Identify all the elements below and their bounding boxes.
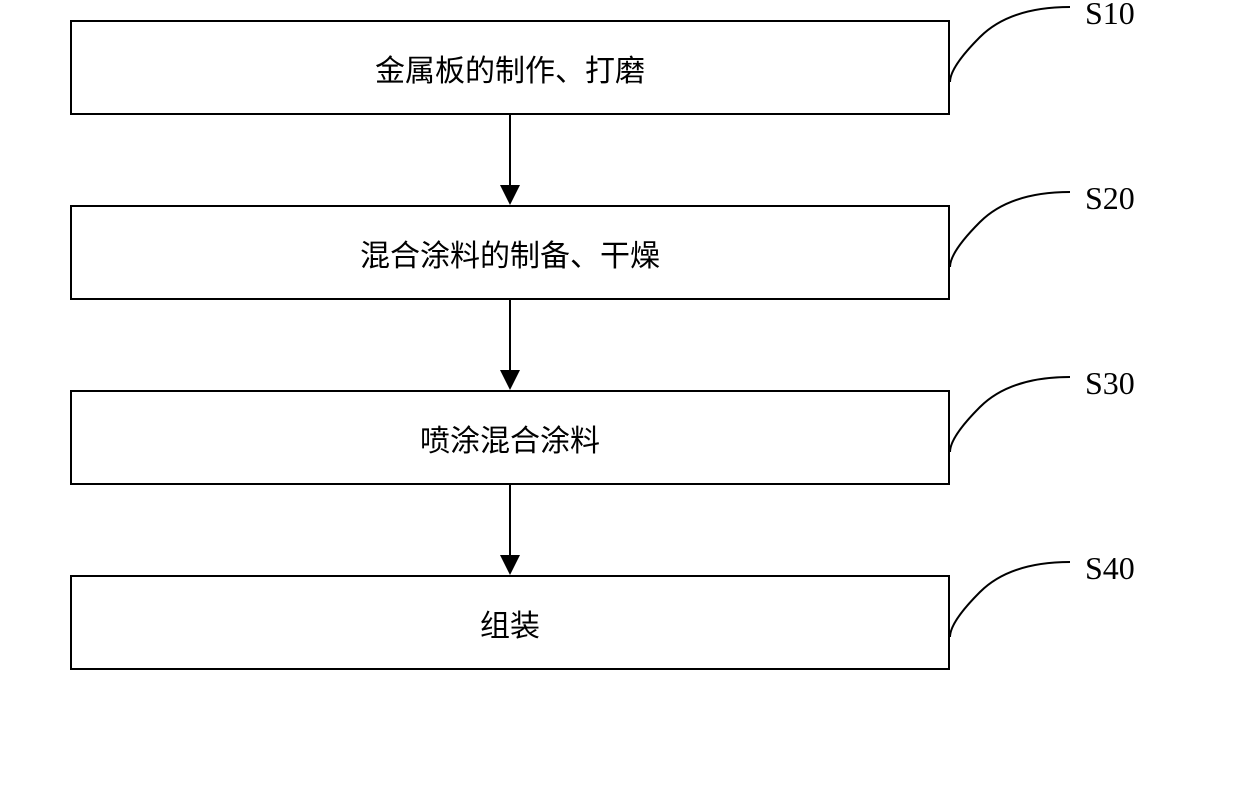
flow-box-1: 金属板的制作、打磨 <box>70 20 950 115</box>
flow-box-4-text: 组装 <box>480 601 540 645</box>
arrow-1 <box>490 115 530 205</box>
arrow-2 <box>490 300 530 390</box>
flow-box-1-text: 金属板的制作、打磨 <box>375 46 645 90</box>
flow-box-3-text: 喷涂混合涂料 <box>420 416 600 460</box>
flow-box-4: 组装 <box>70 575 950 670</box>
step-label-3: S30 <box>1085 365 1135 402</box>
curve-4 <box>950 557 1080 657</box>
flow-box-2: 混合涂料的制备、干燥 <box>70 205 950 300</box>
curve-2 <box>950 187 1080 287</box>
flow-box-2-text: 混合涂料的制备、干燥 <box>360 231 660 275</box>
step-label-1: S10 <box>1085 0 1135 32</box>
curve-3 <box>950 372 1080 472</box>
arrow-3 <box>490 485 530 575</box>
step-label-2: S20 <box>1085 180 1135 217</box>
flow-box-3: 喷涂混合涂料 <box>70 390 950 485</box>
curve-1 <box>950 2 1080 102</box>
step-label-4: S40 <box>1085 550 1135 587</box>
